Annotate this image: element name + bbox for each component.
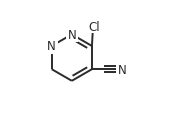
- Text: N: N: [47, 40, 56, 53]
- Text: Cl: Cl: [88, 21, 100, 34]
- Text: N: N: [67, 29, 76, 42]
- Text: N: N: [118, 63, 127, 76]
